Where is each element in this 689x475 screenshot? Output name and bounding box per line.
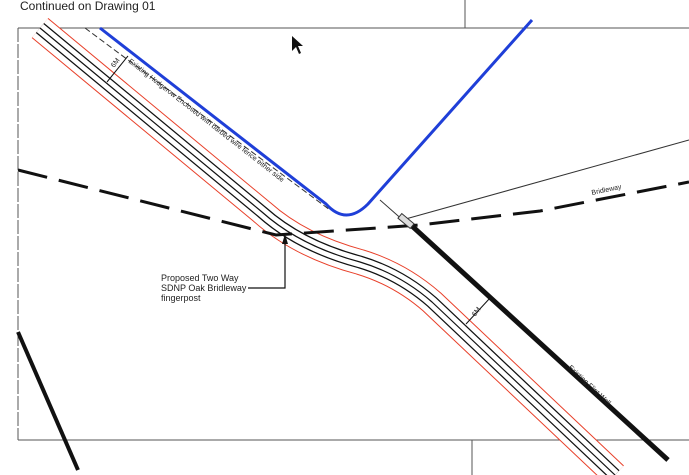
bridleway-line — [17, 168, 689, 237]
dimension-line — [465, 297, 491, 325]
label: fingerpost — [161, 293, 201, 303]
gate — [397, 212, 415, 230]
fingerpost-label: Proposed Two Way SDNP Oak Bridleway fing… — [161, 273, 249, 303]
wall — [16, 331, 80, 471]
mouse-cursor — [292, 36, 303, 54]
continued-note: Continued on Drawing 01 — [20, 0, 156, 13]
leader-arrow — [282, 234, 288, 244]
label: Proposed Two Way — [161, 273, 239, 283]
dimension-label: 6M — [110, 57, 122, 69]
boundary-thin — [401, 139, 689, 221]
dimension-label: 6M — [471, 306, 483, 318]
route — [31, 17, 624, 475]
flint-wall-label: Existing Flint Wall — [567, 364, 612, 407]
flint-wall — [410, 224, 670, 462]
dimension-line — [106, 55, 129, 83]
label: SDNP Oak Bridleway — [161, 283, 247, 293]
route-centre — [39, 27, 616, 475]
boundary-line — [99, 19, 534, 217]
leader-line — [248, 238, 286, 289]
